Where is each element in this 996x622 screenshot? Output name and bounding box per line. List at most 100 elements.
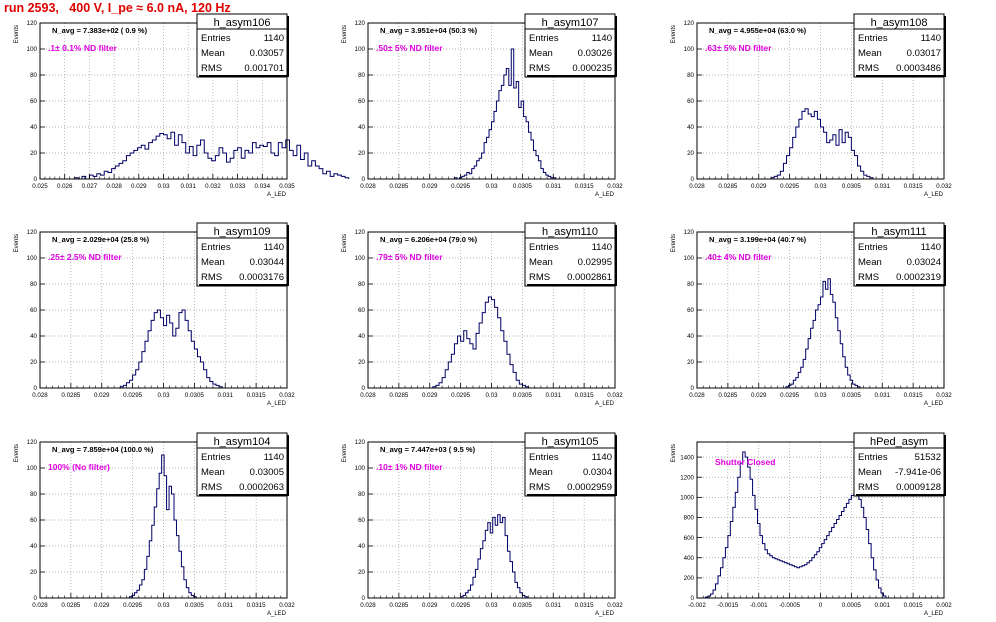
stats-entries-label: Entries xyxy=(858,452,888,463)
x-tick-label: 0.026 xyxy=(57,183,73,190)
stats-rms-label: RMS xyxy=(858,482,879,493)
x-tick-label: 0.025 xyxy=(32,183,48,190)
histogram-name: h_asym109 xyxy=(214,226,271,238)
x-tick-label: 0.0295 xyxy=(451,183,470,190)
x-tick-label: 0.001 xyxy=(875,602,891,609)
y-tick-label: 0 xyxy=(691,385,695,392)
x-tick-label: 0.029 xyxy=(751,183,767,190)
y-axis-label: Events xyxy=(342,234,348,252)
histogram-line xyxy=(129,454,197,598)
y-tick-label: 80 xyxy=(687,281,694,288)
y-tick-label: 20 xyxy=(30,150,37,157)
stats-mean-label: Mean xyxy=(858,257,882,268)
filter-label: .50± 5% ND filter xyxy=(376,43,443,53)
y-tick-label: 60 xyxy=(30,98,37,105)
stats-entries-label: Entries xyxy=(201,452,231,463)
y-tick-label: 100 xyxy=(27,465,38,472)
y-axis-label: Events xyxy=(671,444,677,462)
x-tick-label: 0.0305 xyxy=(185,602,204,609)
filter-label: .25± 2.5% ND filter xyxy=(48,252,122,262)
stats-box xyxy=(196,222,288,287)
x-tick-label: 0.0295 xyxy=(780,392,799,399)
y-tick-label: 40 xyxy=(687,124,694,131)
x-tick-label: 0.0285 xyxy=(389,392,408,399)
y-tick-label: 100 xyxy=(27,255,38,262)
x-tick-label: 0.031 xyxy=(546,183,562,190)
y-tick-label: 60 xyxy=(358,517,365,524)
y-tick-label: 80 xyxy=(358,72,365,79)
x-tick-label: 0.028 xyxy=(32,392,48,399)
x-tick-label: 0.0295 xyxy=(451,392,470,399)
n-avg-label: N_avg = 4.955e+04 (63.0 %) xyxy=(709,26,807,35)
x-tick-label: 0.031 xyxy=(218,602,234,609)
y-tick-label: 80 xyxy=(30,491,37,498)
x-tick-label: 0.03 xyxy=(814,183,827,190)
stats-entries-value: 1140 xyxy=(921,242,941,253)
stats-entries-value: 1140 xyxy=(264,242,284,253)
y-tick-label: 100 xyxy=(355,465,366,472)
x-axis-label: A_LED xyxy=(924,611,944,617)
y-tick-label: 400 xyxy=(684,555,695,562)
x-axis-label: A_LED xyxy=(267,611,287,617)
y-tick-label: 0 xyxy=(691,595,695,602)
filter-label: Shutter Closed xyxy=(715,457,775,467)
y-tick-label: 20 xyxy=(30,569,37,576)
y-tick-label: 120 xyxy=(684,229,695,236)
histogram-line xyxy=(770,108,874,179)
histogram-name: h_asym108 xyxy=(871,17,928,29)
x-tick-label: 0.0315 xyxy=(247,602,266,609)
x-tick-label: 0.031 xyxy=(875,392,891,399)
y-tick-label: 0 xyxy=(691,176,695,183)
y-tick-label: 60 xyxy=(687,307,694,314)
y-tick-label: 120 xyxy=(27,229,38,236)
y-tick-label: 1400 xyxy=(680,454,694,461)
y-tick-label: 20 xyxy=(358,150,365,157)
x-axis-label: A_LED xyxy=(267,401,287,407)
stats-entries-value: 51532 xyxy=(915,452,941,463)
stats-entries-label: Entries xyxy=(529,242,559,253)
stats-rms-label: RMS xyxy=(529,272,550,283)
histogram-pad-h_asym104: 0.028 0.0285 0.029 0.0295 0.03 0.0305 0.031 0.0… xyxy=(14,432,295,617)
y-tick-label: 40 xyxy=(30,124,37,131)
x-axis-label: A_LED xyxy=(595,611,615,617)
y-tick-label: 0 xyxy=(34,176,38,183)
x-tick-label: 0.03 xyxy=(485,183,498,190)
histogram-pad-hPed_asym: -0.002 -0.0015 -0.001 -0.0005 0 0.0005 0.001 0.… xyxy=(671,432,952,617)
histogram-pad-h_asym111: 0.028 0.0285 0.029 0.0295 0.03 0.0305 0.031 0.0… xyxy=(671,222,952,407)
y-tick-label: 40 xyxy=(30,543,37,550)
histogram-line xyxy=(785,278,861,388)
y-tick-label: 20 xyxy=(30,359,37,366)
y-tick-label: 800 xyxy=(684,515,695,522)
x-tick-label: 0.0305 xyxy=(842,183,861,190)
stats-mean-value: 0.03017 xyxy=(907,48,941,59)
stats-mean-value: 0.03026 xyxy=(578,48,612,59)
y-tick-label: 20 xyxy=(358,359,365,366)
y-tick-label: 20 xyxy=(358,569,365,576)
x-tick-label: 0.028 xyxy=(360,392,376,399)
stats-rms-label: RMS xyxy=(201,272,222,283)
y-tick-label: 40 xyxy=(358,543,365,550)
y-axis-label: Events xyxy=(342,444,348,462)
stats-box xyxy=(524,432,616,497)
stats-rms-label: RMS xyxy=(529,63,550,74)
histogram-name: h_asym111 xyxy=(871,226,926,238)
stats-box xyxy=(853,432,945,497)
x-tick-label: 0.032 xyxy=(279,602,295,609)
y-tick-label: 40 xyxy=(30,333,37,340)
x-tick-label: -0.001 xyxy=(750,602,768,609)
stats-box xyxy=(524,222,616,287)
y-tick-label: 80 xyxy=(358,491,365,498)
x-tick-label: 0.0285 xyxy=(61,602,80,609)
stats-entries-value: 1140 xyxy=(592,452,612,463)
x-tick-label: 0.002 xyxy=(936,602,952,609)
x-tick-label: 0.029 xyxy=(94,602,110,609)
y-tick-label: 120 xyxy=(355,439,366,446)
stats-box xyxy=(196,13,288,78)
y-tick-label: 20 xyxy=(687,359,694,366)
y-tick-label: 40 xyxy=(687,333,694,340)
stats-mean-value: 0.02995 xyxy=(578,257,612,268)
x-tick-label: 0.0315 xyxy=(575,183,594,190)
n-avg-label: N_avg = 3.199e+04 (40.7 %) xyxy=(709,235,807,244)
x-tick-label: 0.0285 xyxy=(61,392,80,399)
